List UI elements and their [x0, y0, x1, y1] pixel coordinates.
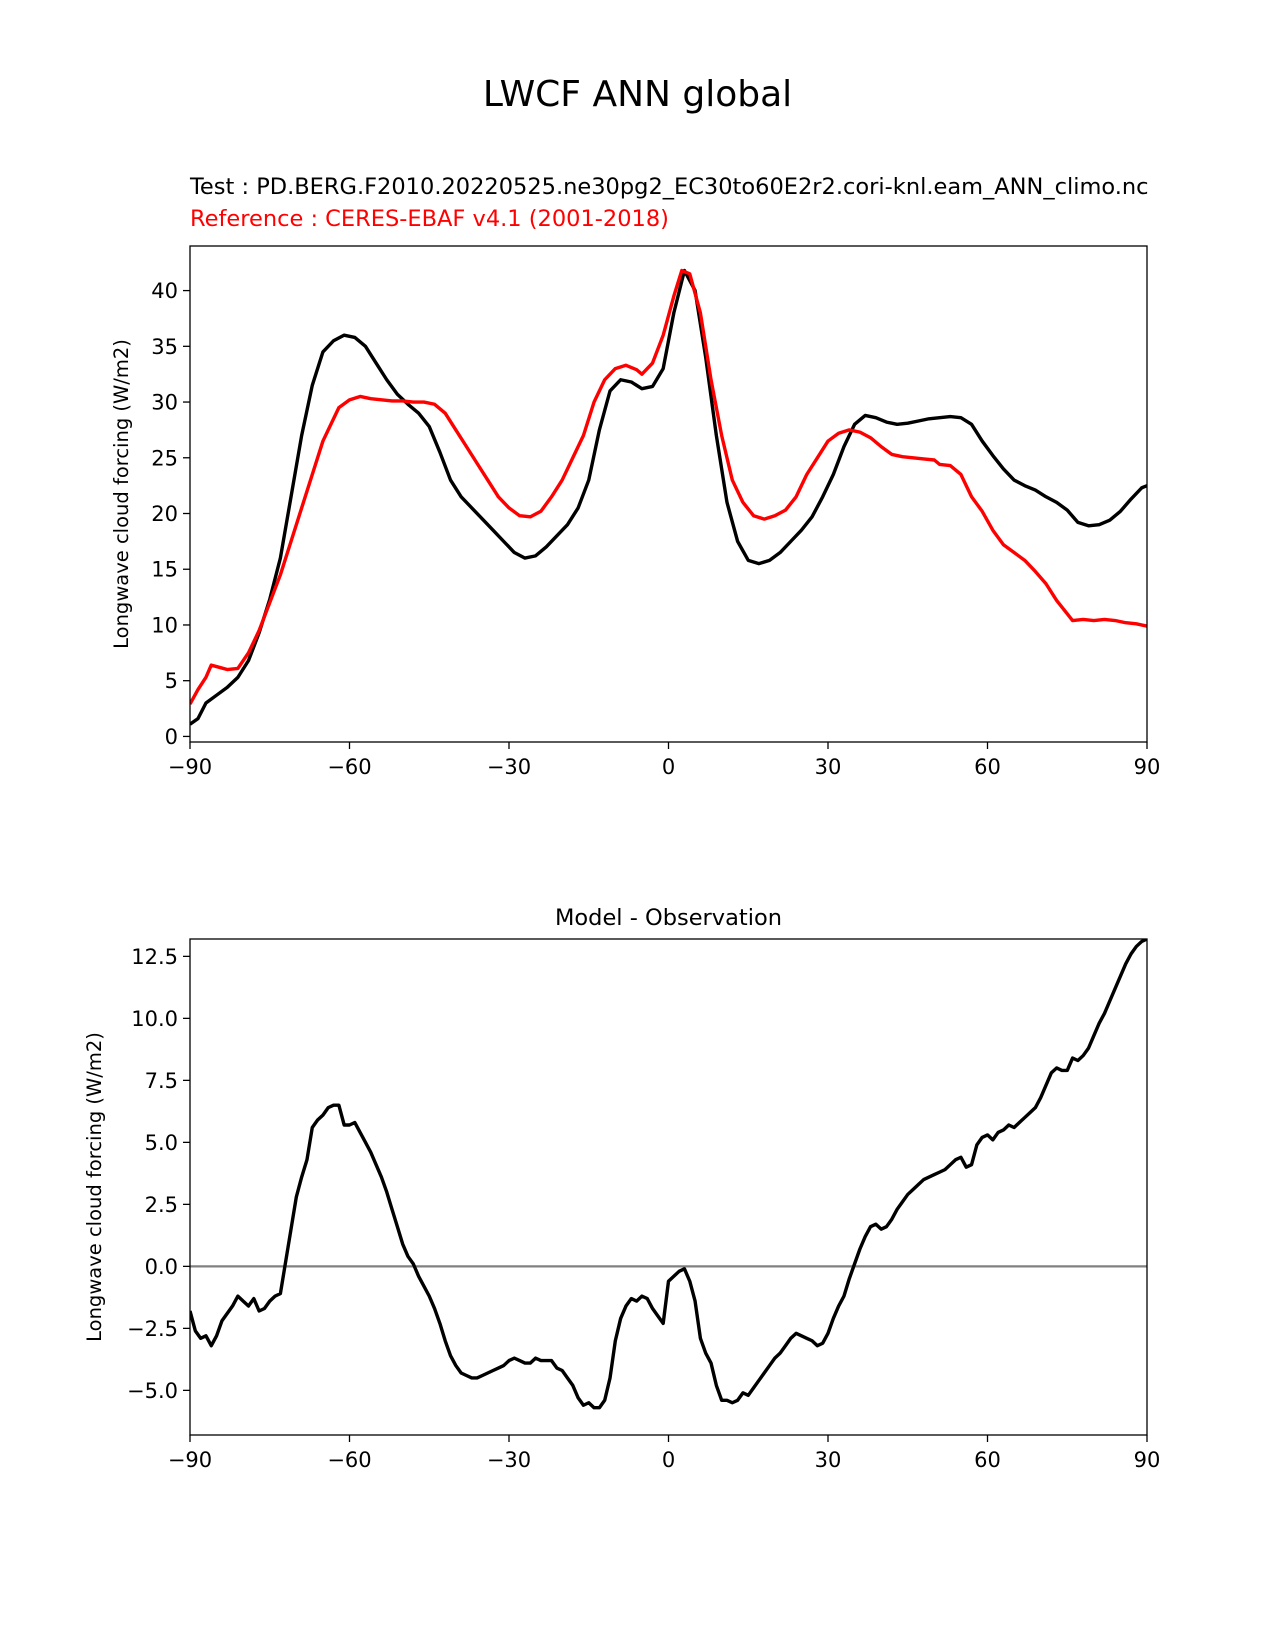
x-tick-label: 90 — [1134, 1448, 1161, 1472]
reference-series-line — [190, 268, 1147, 705]
test-series-line — [190, 268, 1147, 726]
reference-dataset-label: Reference : CERES-EBAF v4.1 (2001-2018) — [190, 206, 669, 232]
y-axis-label: Longwave cloud forcing (W/m2) — [110, 339, 133, 649]
x-tick-label: −30 — [487, 755, 531, 779]
x-tick-label: 0 — [662, 1448, 675, 1472]
x-tick-label: 90 — [1134, 755, 1161, 779]
panel-title: Model - Observation — [555, 905, 782, 931]
y-tick-label: 0.0 — [145, 1255, 178, 1279]
x-tick-label: −90 — [168, 755, 212, 779]
y-tick-label: 25 — [151, 446, 178, 470]
y-tick-label: 15 — [151, 558, 178, 582]
x-tick-label: 60 — [974, 1448, 1001, 1472]
y-tick-label: 20 — [151, 502, 178, 526]
y-tick-label: 5 — [165, 669, 178, 693]
y-tick-label: 40 — [151, 279, 178, 303]
x-tick-label: 0 — [662, 755, 675, 779]
y-tick-label: 12.5 — [131, 945, 178, 969]
y-tick-label: 2.5 — [145, 1193, 178, 1217]
difference-series-line — [190, 939, 1147, 1410]
y-axis-label: Longwave cloud forcing (W/m2) — [83, 1032, 106, 1342]
y-tick-label: 10.0 — [131, 1007, 178, 1031]
x-tick-label: 30 — [815, 1448, 842, 1472]
y-tick-label: 10 — [151, 613, 178, 637]
plot-frame — [189, 938, 1148, 1436]
y-tick-label: 5.0 — [145, 1131, 178, 1155]
y-tick-label: −5.0 — [127, 1379, 178, 1403]
y-tick-label: 7.5 — [145, 1069, 178, 1093]
x-tick-label: −60 — [327, 755, 371, 779]
x-tick-label: −90 — [168, 1448, 212, 1472]
test-dataset-label: Test : PD.BERG.F2010.20220525.ne30pg2_EC… — [190, 174, 1149, 200]
figure-title: LWCF ANN global — [482, 74, 793, 115]
x-tick-label: −30 — [487, 1448, 531, 1472]
x-tick-label: −60 — [327, 1448, 371, 1472]
bottom-panel-difference: −90 −60 −30 0 30 60 90 −5.0 −2.5 0.0 2.5 5.0 7.5 10.0… — [83, 905, 1160, 1472]
y-tick-label: 30 — [151, 391, 178, 415]
y-tick-label: 0 — [165, 725, 178, 749]
top-panel-lwcf: −90 −60 −30 0 30 60 90 0 5 10 15 20 25 30 35 40 Longwave… — [110, 245, 1161, 779]
x-tick-label: 30 — [815, 755, 842, 779]
y-tick-label: −2.5 — [127, 1317, 178, 1341]
x-tick-label: 60 — [974, 755, 1001, 779]
y-tick-label: 35 — [151, 335, 178, 359]
